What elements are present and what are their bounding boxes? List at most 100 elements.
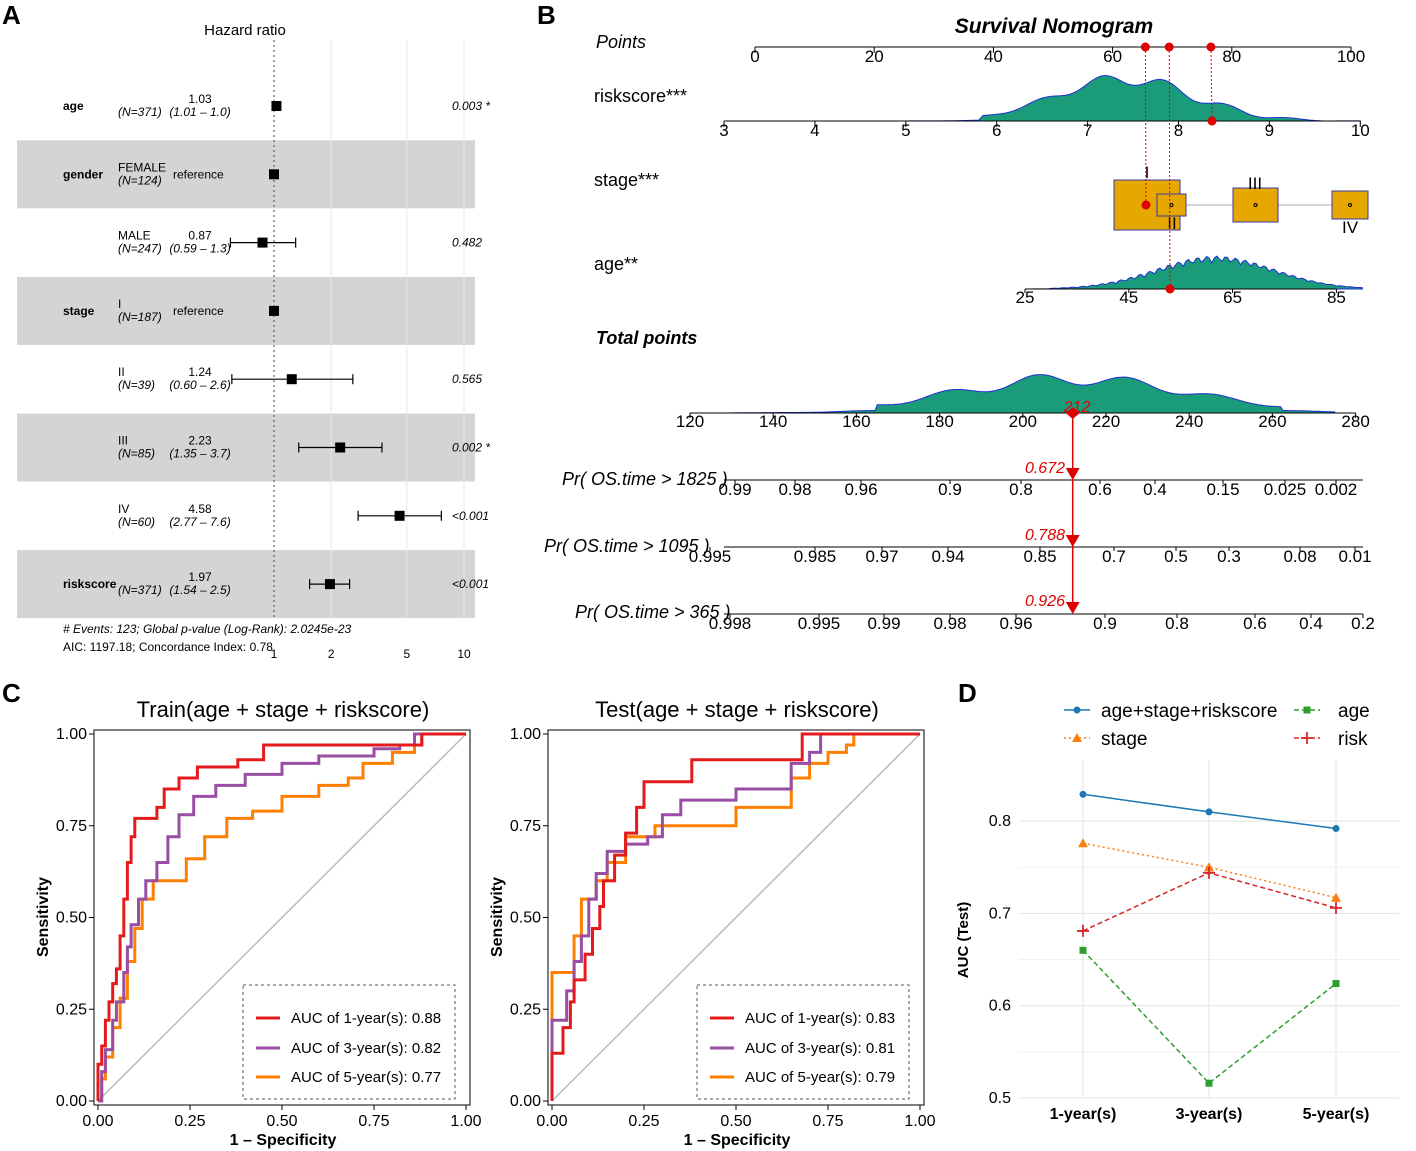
roc-test-legend-5: AUC of 5-year(s): 0.79 [745, 1069, 895, 1086]
age-tick: 25 [1016, 288, 1035, 307]
probability-tick: 0.6 [1243, 614, 1267, 633]
points-tick: 0 [750, 47, 759, 66]
roc-train-legend-3: AUC of 3-year(s): 0.82 [291, 1040, 441, 1057]
roc-test-legend-3: AUC of 3-year(s): 0.81 [745, 1040, 895, 1057]
nomogram-prob-1825-value: 0.672 [1025, 460, 1065, 477]
roc-train-legend: AUC of 1-year(s): 0.88 AUC of 3-year(s):… [242, 984, 456, 1100]
auc-legend-marker-stage [1072, 733, 1082, 742]
probability-tick: 0.985 [794, 547, 837, 566]
roc-x-tick: 0.00 [82, 1113, 113, 1130]
auc-marker [1330, 901, 1342, 914]
roc-y-tick: 0.75 [510, 818, 541, 835]
selection-guide [1210, 46, 1213, 122]
forest-estimate [335, 442, 346, 453]
probability-tick: 0.98 [778, 480, 811, 499]
forest-level: II [118, 365, 125, 379]
stage-box [1232, 187, 1279, 223]
selection-guide [1168, 46, 1171, 290]
stage-tick: I [1145, 163, 1150, 182]
roc-train-xlabel: 1 – Specificity [230, 1132, 337, 1149]
panel-label-d: D [958, 678, 977, 708]
probability-tick: 0.9 [938, 480, 962, 499]
roc-diagonal [97, 733, 467, 1102]
forest-estimate [324, 579, 335, 590]
forest-band [17, 276, 475, 345]
probability-tick: 0.8 [1165, 614, 1189, 633]
forest-n: (N=60) [118, 515, 155, 529]
probability-arrow [1065, 468, 1080, 480]
forest-hr: reference [173, 304, 224, 318]
forest-variable: stage [63, 304, 95, 318]
forest-ci: (1.01 – 1.0) [169, 105, 230, 119]
forest-ci: (1.35 – 3.7) [169, 447, 230, 461]
forest-n: (N=247) [118, 242, 162, 256]
probability-tick: 0.9 [1093, 614, 1117, 633]
auc-ticks: 0.5 0.6 0.7 0.8 1-year(s) 3-year(s) 5-year(s) [989, 813, 1370, 1123]
roc-test-xlabel: 1 – Specificity [684, 1132, 791, 1149]
forest-hr: reference [173, 167, 224, 181]
nomogram: Survival Nomogram Points riskscore*** st… [544, 15, 1375, 633]
forest-level: IV [118, 502, 129, 516]
auc-legend-combined: age+stage+riskscore [1101, 701, 1277, 722]
auc-x-tick: 1-year(s) [1050, 1106, 1117, 1123]
roc-y-tick: 0.75 [56, 818, 87, 835]
points-tick: 100 [1337, 47, 1365, 66]
forest-x-ticks: 1 2 5 10 [271, 647, 471, 661]
points-tick: 60 [1103, 47, 1122, 66]
auc-line-chart: 0.50.60.70.81-year(s) 3-year(s) 5-year(s) … [955, 701, 1399, 1123]
roc-x-tick: 0.00 [536, 1113, 567, 1130]
selection-value [1141, 200, 1151, 210]
total-tick: 200 [1009, 412, 1037, 431]
forest-p-value: 0.002 * [452, 441, 490, 455]
auc-legend-marker-combined [1073, 706, 1081, 714]
nomogram-prob-1825-label: Pr( OS.time > 1825 ) [562, 469, 728, 489]
probability-arrow [1065, 535, 1080, 547]
forest-n: (N=371) [118, 583, 162, 597]
riskscore-tick: 4 [810, 121, 819, 140]
forest-x-tick: 10 [457, 647, 471, 661]
forest-level: FEMALE [118, 160, 166, 174]
roc-y-tick: 0.00 [510, 1093, 541, 1110]
forest-p-value: <0.001 [452, 577, 489, 591]
roc-x-tick: 0.75 [358, 1113, 389, 1130]
probability-tick: 0.995 [689, 547, 732, 566]
forest-level: MALE [118, 229, 151, 243]
nomogram-points-label: Points [596, 32, 646, 52]
roc-curve [98, 732, 466, 1103]
riskscore-tick: 7 [1083, 121, 1092, 140]
forest-hr: 1.24 [188, 365, 212, 379]
auc-marker [1332, 980, 1340, 988]
total-tick: 140 [759, 412, 787, 431]
stage-box-center [1348, 203, 1352, 207]
roc-train-title: Train(age + stage + riskscore) [137, 697, 430, 722]
forest-x-tick: 5 [403, 647, 410, 661]
nomogram-age-label: age** [594, 254, 638, 274]
auc-y-tick: 0.7 [989, 905, 1011, 922]
probability-tick: 0.96 [999, 614, 1032, 633]
roc-train-legend-1: AUC of 1-year(s): 0.88 [291, 1010, 441, 1027]
forest-variable: age [63, 99, 84, 113]
roc-train: Train(age + stage + riskscore) 1 – Speci… [35, 697, 482, 1149]
forest-band [17, 550, 475, 619]
probability-tick: 0.98 [933, 614, 966, 633]
probability-tick: 0.5 [1164, 547, 1188, 566]
roc-x-tick: 0.25 [174, 1113, 205, 1130]
forest-estimate [286, 374, 297, 385]
forest-hr: 2.23 [188, 434, 212, 448]
forest-ci: (0.60 – 2.6) [169, 378, 230, 392]
points-tick: 80 [1222, 47, 1241, 66]
nomogram-total-value: 212 [1063, 399, 1091, 416]
forest-band [17, 140, 475, 209]
auc-marker [1077, 924, 1089, 937]
auc-series-line [1082, 949, 1337, 1085]
panel-label-a: A [2, 0, 21, 30]
roc-x-tick: 0.25 [628, 1113, 659, 1130]
forest-n: (N=187) [118, 310, 162, 324]
auc-series [1077, 790, 1342, 1087]
auc-marker [1079, 946, 1087, 954]
forest-ci: (2.77 – 7.6) [169, 515, 230, 529]
auc-x-tick: 3-year(s) [1176, 1106, 1243, 1123]
nomogram-stage-label: stage*** [594, 170, 659, 190]
